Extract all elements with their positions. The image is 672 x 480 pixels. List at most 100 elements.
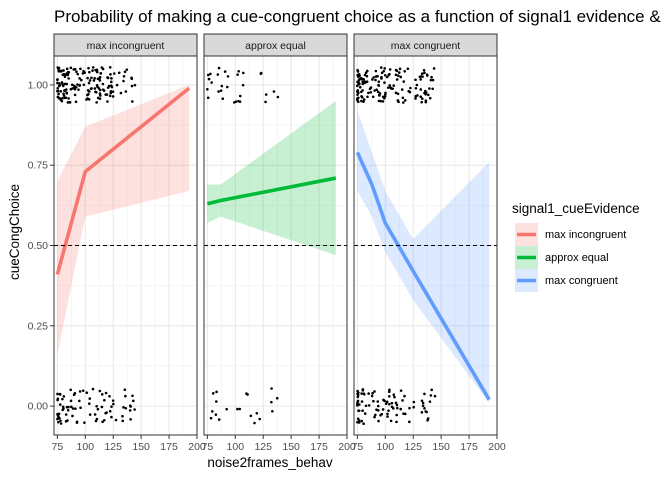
facet-panels: max incongruent 75 100 125 150 175 200 0.00 0.25… [28, 33, 506, 453]
data-point [389, 419, 393, 423]
data-point [271, 409, 274, 413]
data-point [58, 83, 62, 87]
data-point [373, 415, 376, 419]
data-point [216, 73, 220, 76]
data-point [356, 389, 359, 393]
data-point [110, 77, 113, 80]
data-point [249, 414, 253, 418]
data-point [424, 91, 428, 94]
data-point [430, 388, 434, 392]
data-point [69, 66, 73, 70]
data-point [74, 85, 78, 89]
data-point [128, 404, 132, 407]
series-line [206, 176, 337, 206]
data-point [358, 82, 361, 86]
data-point [65, 82, 69, 86]
data-point [109, 80, 113, 84]
data-point [69, 388, 72, 392]
data-point [356, 84, 359, 88]
data-point [95, 404, 98, 408]
data-point [424, 99, 428, 102]
data-point [58, 403, 62, 406]
panel-border [203, 55, 348, 436]
data-point [59, 69, 63, 73]
data-point [391, 407, 395, 410]
data-point [373, 390, 376, 393]
data-point [356, 97, 359, 100]
data-point [403, 394, 406, 398]
x-tick-label: 125 [404, 441, 422, 453]
data-point [408, 420, 411, 424]
x-tick-label: 75 [202, 441, 214, 453]
data-point [379, 414, 382, 417]
data-point [123, 388, 127, 392]
data-point [70, 83, 74, 87]
data-point [382, 398, 385, 402]
data-point [63, 73, 67, 77]
data-point [221, 97, 225, 101]
data-point [61, 397, 64, 401]
data-point [394, 401, 398, 405]
data-point [356, 73, 359, 77]
data-point [388, 84, 392, 87]
data-point [238, 94, 242, 98]
data-point [56, 78, 59, 81]
data-point [92, 79, 96, 82]
data-point [79, 406, 82, 410]
data-point [111, 95, 115, 98]
data-point [395, 413, 399, 417]
data-point [362, 422, 365, 425]
data-point [428, 96, 432, 100]
data-point [432, 67, 436, 70]
data-point [62, 94, 66, 97]
data-point [362, 100, 365, 103]
data-point [108, 395, 111, 398]
data-point [388, 72, 391, 76]
data-point [409, 86, 412, 90]
data-point [64, 420, 68, 423]
data-point [367, 91, 370, 95]
data-point [403, 70, 407, 73]
data-point [121, 419, 125, 423]
data-point [399, 75, 403, 79]
data-point [360, 392, 363, 395]
data-point [76, 72, 80, 76]
data-point [420, 97, 424, 100]
data-point [121, 414, 124, 418]
data-point [422, 68, 426, 72]
data-point [360, 99, 363, 103]
legend-label: max congruent [545, 275, 618, 287]
data-point [206, 87, 209, 91]
data-point [381, 408, 385, 411]
data-point [383, 67, 387, 70]
data-point [79, 67, 82, 71]
data-point [65, 72, 69, 75]
data-point [69, 399, 73, 403]
data-point [365, 74, 369, 78]
data-point [93, 87, 97, 90]
data-point [91, 69, 94, 72]
data-point [96, 85, 99, 89]
data-point [223, 70, 227, 73]
y-tick-label: 0.00 [28, 401, 49, 413]
x-tick-label: 150 [132, 441, 150, 453]
data-point [117, 71, 121, 75]
data-point [418, 75, 422, 79]
data-point [364, 404, 368, 408]
data-point [357, 409, 360, 412]
data-point [60, 81, 64, 84]
data-point [396, 74, 400, 77]
data-point [361, 389, 365, 392]
data-point [255, 412, 259, 415]
data-point [209, 72, 212, 76]
data-point [59, 419, 62, 423]
data-point [397, 71, 401, 74]
x-tick-label: 175 [160, 441, 178, 453]
data-point [78, 390, 82, 393]
data-point [431, 78, 435, 82]
data-point [384, 402, 388, 405]
x-axis-title: noise2frames_behav [207, 455, 333, 470]
data-point [94, 419, 98, 423]
legend-entry: max congruent [515, 269, 618, 292]
panel-border [353, 55, 498, 436]
